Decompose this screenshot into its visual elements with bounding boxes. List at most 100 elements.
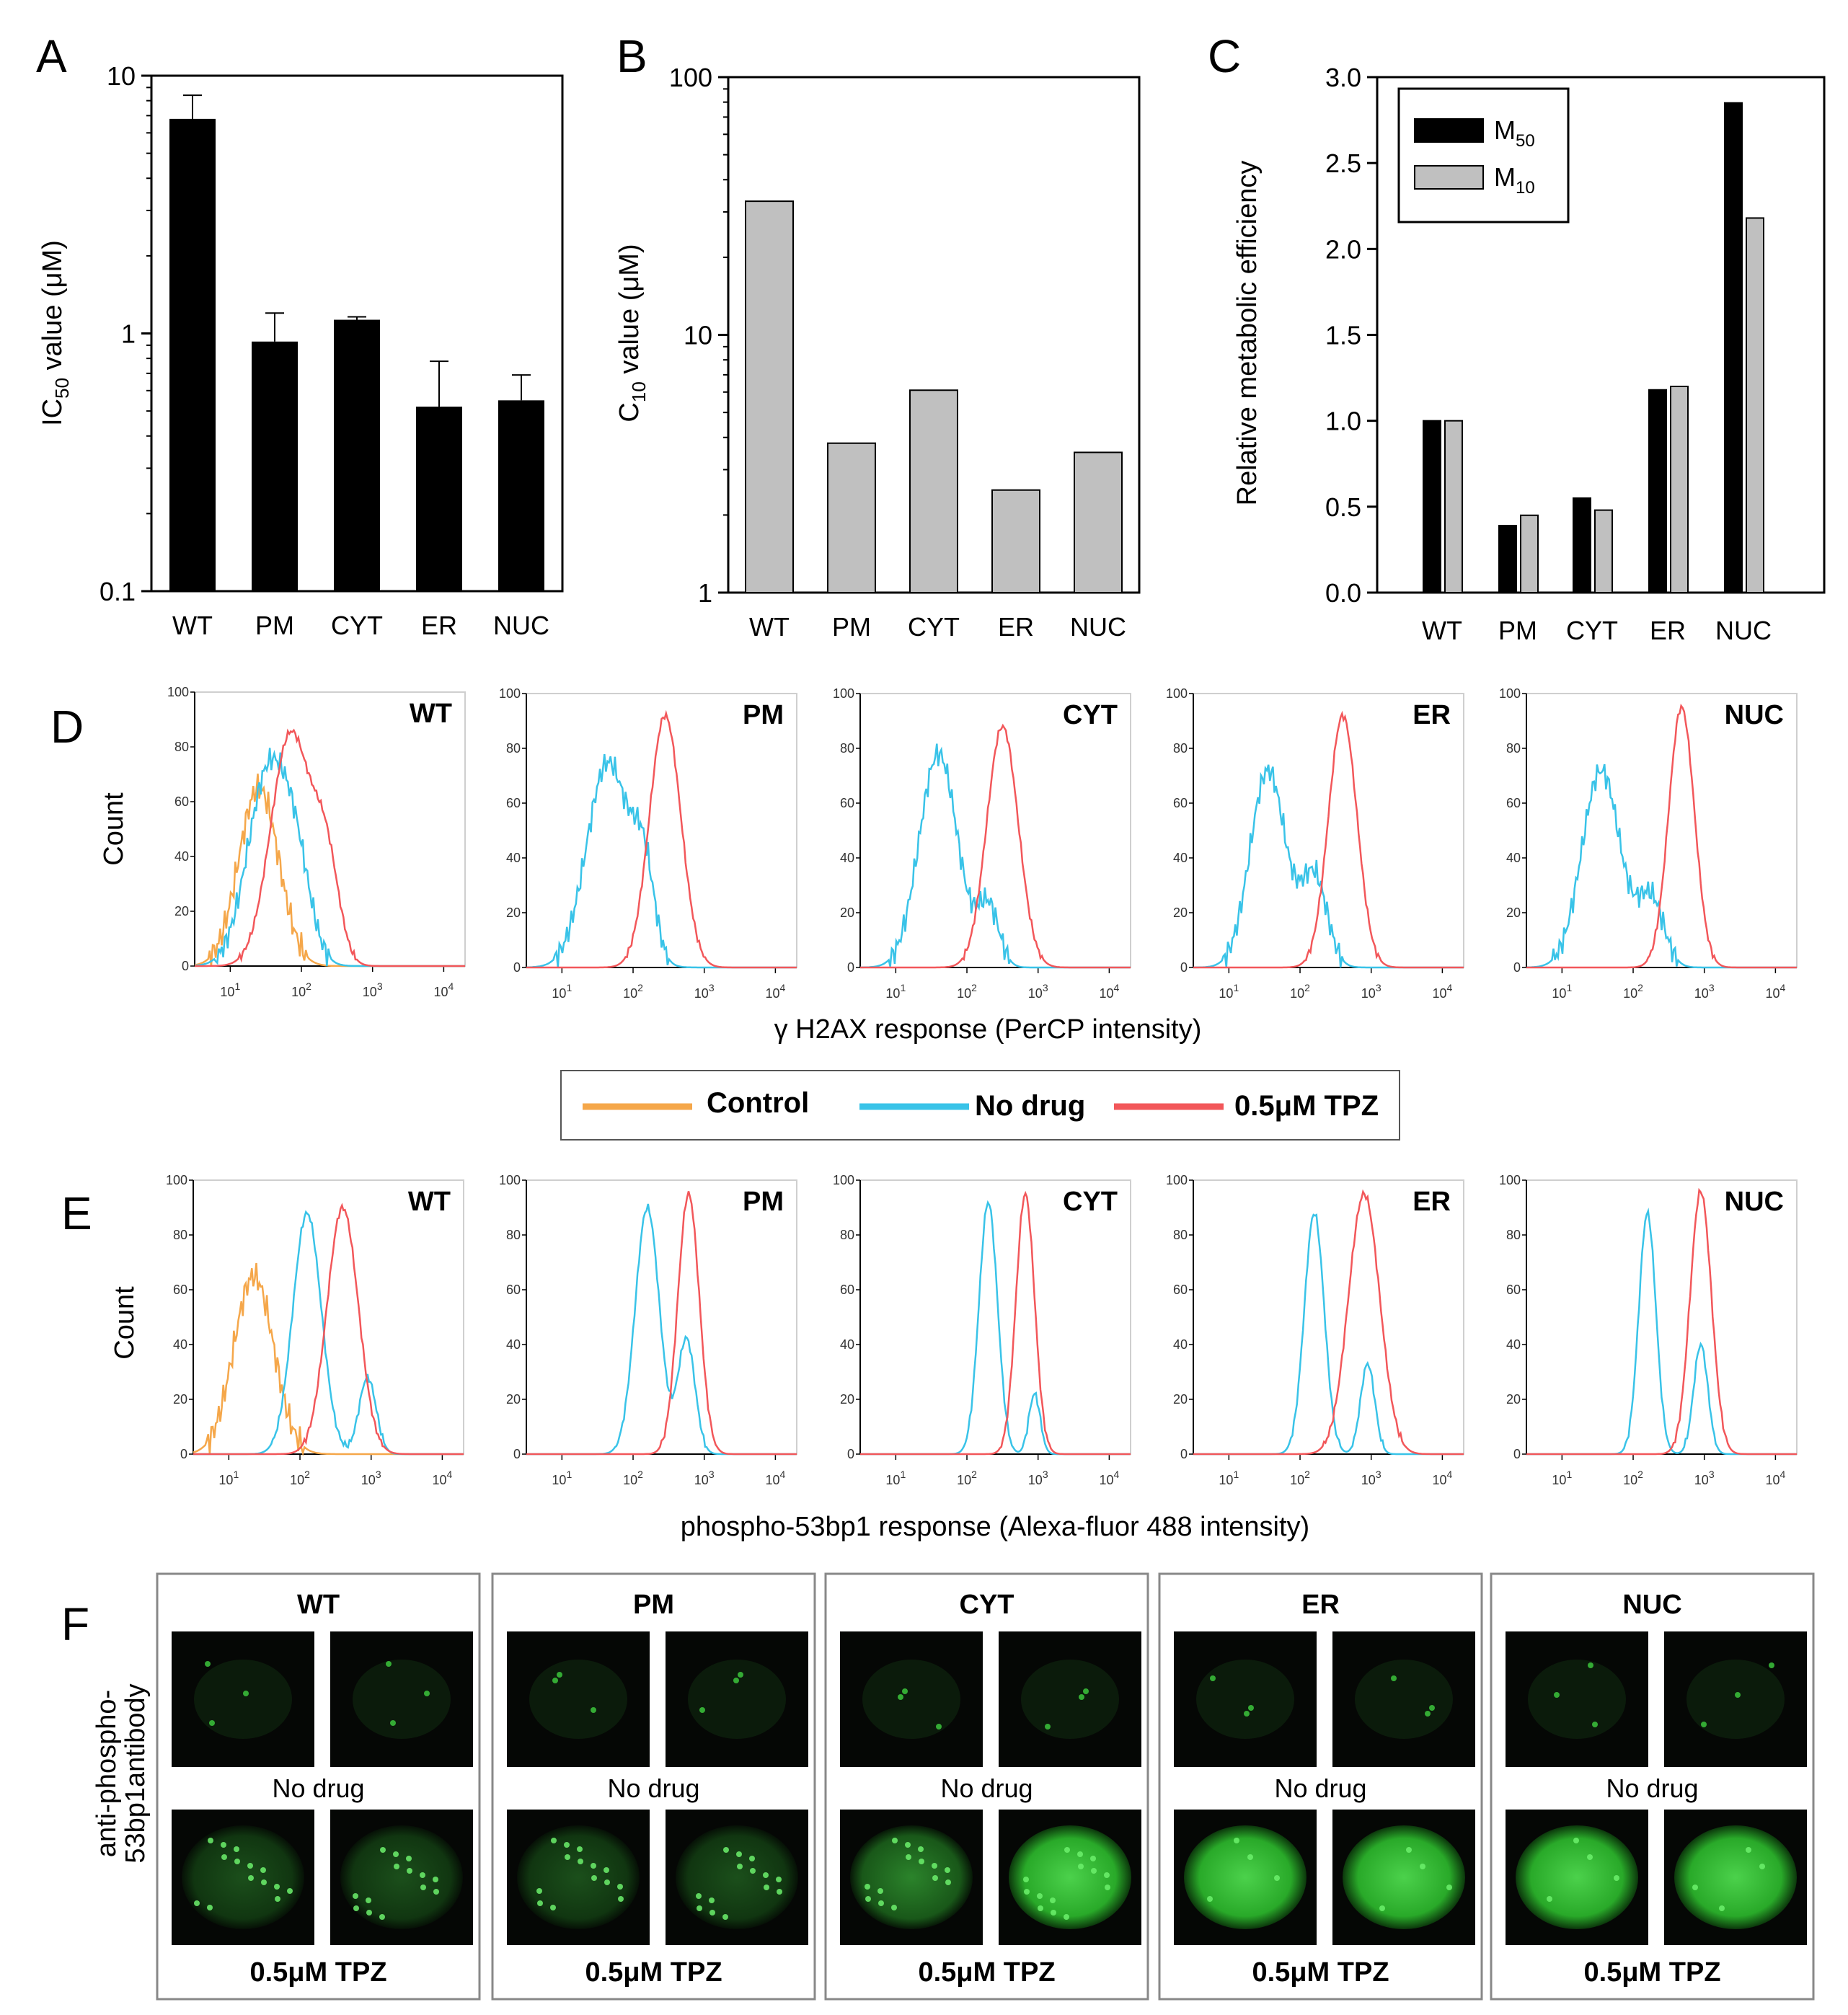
- panel-f-group-title: NUC: [1622, 1590, 1681, 1620]
- foci-spot: [763, 1872, 769, 1878]
- foci-spot: [1024, 1889, 1030, 1895]
- hist-e-frame: [1193, 1179, 1464, 1455]
- xtick-base: 10: [1099, 1473, 1113, 1487]
- hist-d-xtick-label: 104: [1099, 982, 1119, 1001]
- xtick-exponent: 2: [971, 1469, 977, 1480]
- hist-e-ytick-label: 80: [840, 1228, 854, 1242]
- hist-d-ytick-label: 20: [840, 905, 854, 920]
- hist-d-xtick-label: 104: [765, 982, 785, 1001]
- foci-spot: [1701, 1722, 1707, 1727]
- hist-d-xtick-label: 101: [885, 982, 906, 1001]
- hist-e-ytick-label: 100: [499, 1173, 521, 1187]
- foci-spot: [1083, 1688, 1089, 1694]
- foci-spot: [1045, 1724, 1051, 1730]
- hist-e-xtick-label: 101: [1552, 1469, 1572, 1487]
- foci-spot: [1079, 1694, 1084, 1700]
- xtick-base: 10: [1694, 986, 1709, 1001]
- xtick-base: 10: [1623, 1473, 1637, 1487]
- xtick-base: 10: [1028, 986, 1043, 1001]
- xtick-exponent: 4: [447, 1469, 453, 1480]
- hist-e-tpz-curve: [1526, 1187, 1797, 1456]
- hist-d-xtick-label: 104: [1432, 982, 1452, 1001]
- foci-spot: [194, 1900, 200, 1906]
- hist-e-xtick-label: 101: [218, 1469, 239, 1487]
- hist-d-xtick-label: 102: [291, 980, 311, 999]
- foci-spot: [591, 1863, 596, 1869]
- foci-spot: [420, 1872, 425, 1878]
- foci-spot: [709, 1897, 715, 1903]
- xtick-exponent: 2: [1637, 1469, 1643, 1480]
- cell-nucleus-dim: [1196, 1660, 1294, 1739]
- hist-d-ytick-label: 80: [506, 741, 521, 756]
- foci-spot: [261, 1879, 267, 1885]
- foci-spot: [551, 1838, 557, 1843]
- hist-e-xtick-label: 102: [957, 1469, 977, 1487]
- hist-d-title: CYT: [1063, 700, 1118, 730]
- xtick-base: 10: [1765, 1473, 1780, 1487]
- hist-d-tpz-curve: [1526, 704, 1797, 969]
- chart-c-bar-1: [1594, 509, 1613, 593]
- chart-c-bar-1: [1444, 420, 1463, 594]
- foci-spot: [234, 1846, 239, 1852]
- panel-f-tpz-label: 0.5μM TPZ: [918, 1957, 1055, 1988]
- hist-d-ytick-label: 60: [1506, 796, 1521, 810]
- chart-b-ytick-label: 10: [684, 321, 712, 350]
- chart-b-bar: [745, 200, 794, 593]
- foci-spot: [353, 1905, 359, 1911]
- hist-e-ytick-label: 100: [1166, 1173, 1188, 1187]
- foci-spot: [406, 1856, 412, 1861]
- hist-e-ytick-label: 40: [506, 1337, 521, 1352]
- foci-spot: [618, 1896, 624, 1902]
- hist-d-ytick-label: 100: [499, 686, 521, 701]
- foci-spot: [1588, 1662, 1593, 1668]
- chart-b-bar: [827, 442, 876, 593]
- legend-swatch-m10: [1414, 165, 1484, 190]
- xtick-exponent: 3: [1709, 1469, 1715, 1480]
- hist-d-ytick-label: 0: [182, 959, 189, 973]
- foci-spot: [537, 1900, 543, 1906]
- xtick-exponent: 3: [1043, 1469, 1048, 1480]
- hist-d-ytick-label: 60: [1173, 796, 1188, 810]
- hist-d-xtick-label: 101: [1219, 982, 1239, 1001]
- hist-d-xtick-label: 104: [433, 980, 454, 999]
- foci-spot: [737, 1864, 743, 1869]
- foci-spot: [591, 1707, 596, 1713]
- xtick-base: 10: [694, 1473, 709, 1487]
- foci-spot: [1547, 1896, 1552, 1902]
- foci-spot: [274, 1884, 280, 1890]
- legend-swatch-m50: [1414, 118, 1484, 143]
- xtick-exponent: 1: [1566, 1469, 1572, 1480]
- xtick-base: 10: [1219, 1473, 1233, 1487]
- chart-c-ytick-label: 1.0: [1325, 407, 1361, 436]
- xtick-base: 10: [552, 1473, 566, 1487]
- xtick-exponent: 4: [780, 982, 786, 993]
- hist-d-ytick-label: 40: [506, 851, 521, 865]
- hist-d-ytick-label: 40: [1506, 851, 1521, 865]
- chart-c-xtick-label: CYT: [1566, 616, 1618, 645]
- xtick-exponent: 3: [709, 1469, 715, 1480]
- cell-nucleus-dim: [353, 1660, 451, 1739]
- foci-spot: [1234, 1838, 1239, 1843]
- hist-e-frame: [526, 1179, 797, 1455]
- hist-d-ytick-label: 40: [1173, 851, 1188, 865]
- foci-spot: [1091, 1868, 1097, 1874]
- hist-d-frame: [526, 693, 797, 968]
- hist-d-ytick-label: 20: [1173, 905, 1188, 920]
- chart-a-bar: [498, 400, 544, 591]
- foci-spot: [736, 1851, 742, 1857]
- hist-e-xtick-label: 102: [1623, 1469, 1643, 1487]
- foci-spot: [1037, 1893, 1043, 1899]
- chart-c-ytick-label: 2.0: [1325, 234, 1361, 264]
- xtick-exponent: 4: [448, 980, 454, 992]
- foci-spot: [536, 1888, 542, 1894]
- e-xlabel: phospho-53bp1 response (Alexa-fluor 488 …: [681, 1512, 1309, 1542]
- xtick-exponent: 2: [306, 980, 311, 992]
- chart-a-xtick-label: NUC: [493, 611, 549, 640]
- foci-spot: [390, 1720, 396, 1726]
- xtick-base: 10: [765, 986, 779, 1001]
